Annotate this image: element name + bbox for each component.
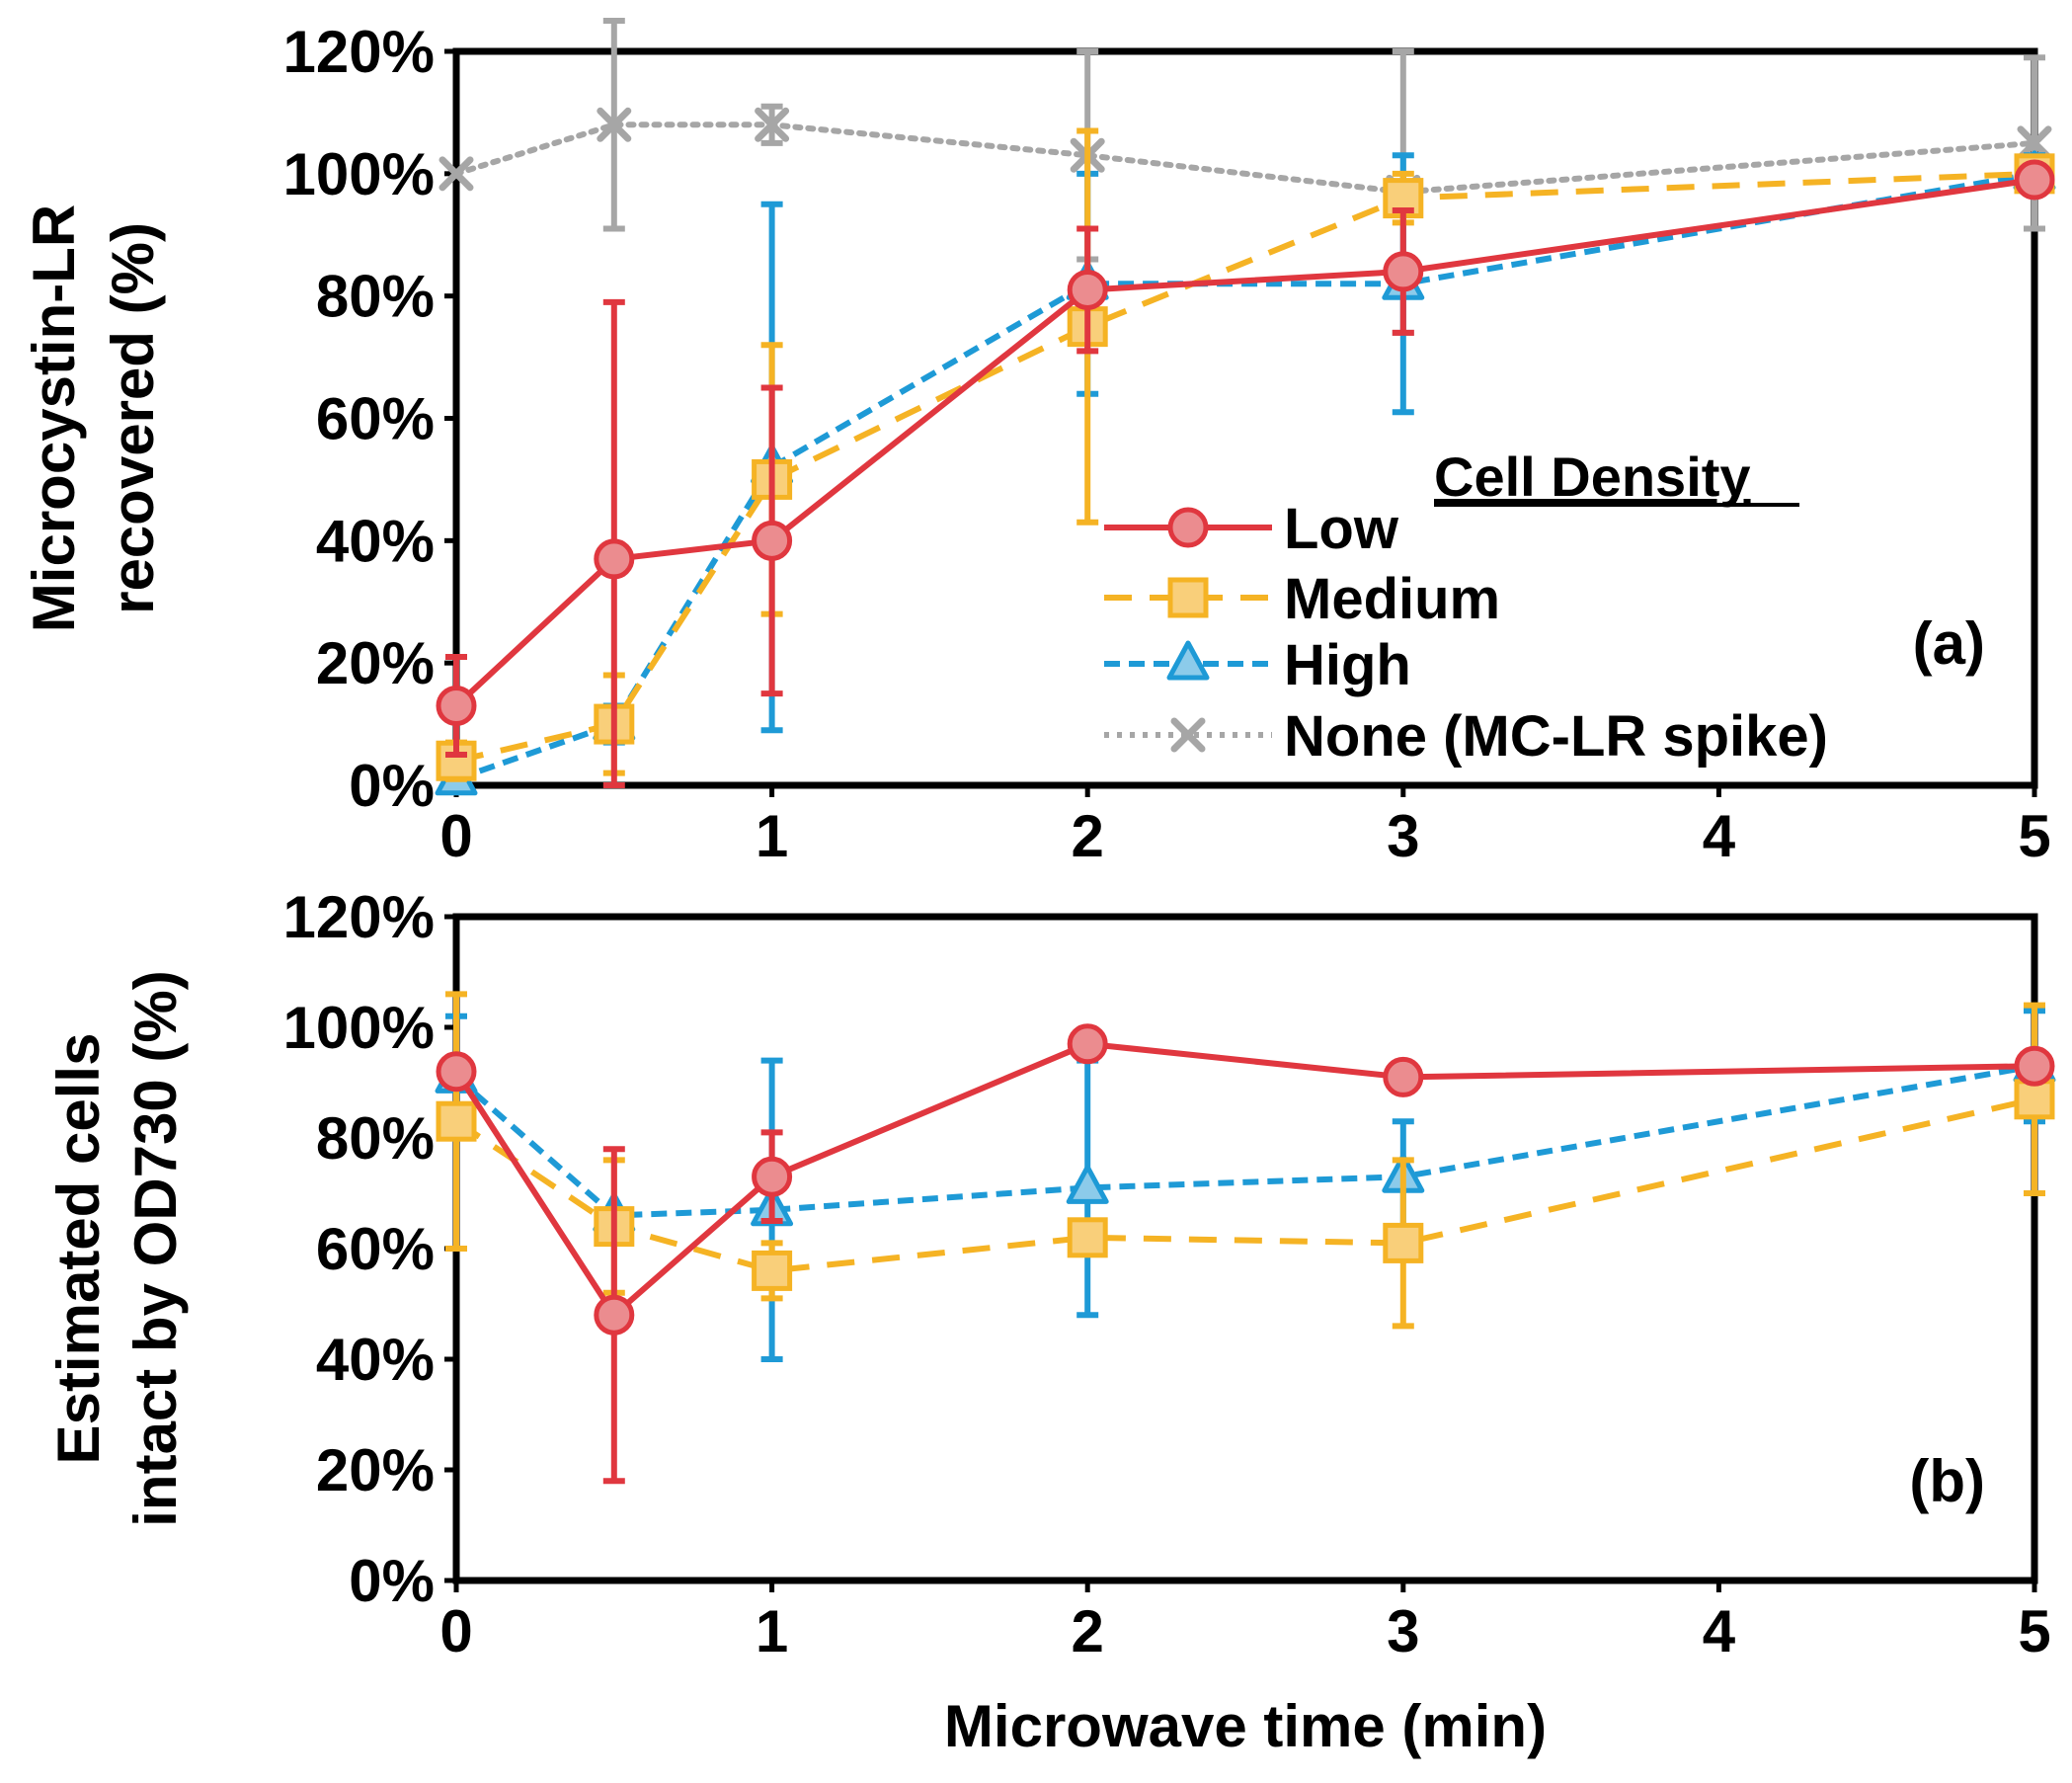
panel-a-x-tick-label: 2 bbox=[1072, 803, 1104, 869]
panel-a-y-axis-label: recovered (%) bbox=[100, 222, 166, 614]
panel-a-x-tick-label: 5 bbox=[2018, 803, 2050, 869]
panel-b-y-tick-label: 80% bbox=[316, 1105, 435, 1172]
panel-b-x-tick-label: 5 bbox=[2018, 1598, 2050, 1664]
panel-a-data-point bbox=[597, 107, 632, 142]
panel-a-data-point bbox=[2017, 125, 2052, 161]
panel-a-x-tick-label: 3 bbox=[1387, 803, 1419, 869]
legend-marker-low bbox=[1167, 507, 1209, 548]
panel-a-y-tick-label: 60% bbox=[316, 386, 435, 452]
panel-b-data-point bbox=[1067, 1023, 1108, 1065]
panel-a-x-tick-label: 0 bbox=[439, 803, 472, 869]
panel-b-x-tick-label: 3 bbox=[1387, 1598, 1419, 1664]
legend-marker-high bbox=[1166, 640, 1210, 681]
panel-a-y-axis-label: Microcystin-LR bbox=[21, 204, 87, 632]
panel-b-y-tick-label: 120% bbox=[283, 884, 435, 950]
panel-b-data-point bbox=[1383, 1222, 1424, 1263]
panel-b-series-line-low bbox=[453, 1040, 2035, 1319]
panel-b-x-axis-label: Microwave time (min) bbox=[944, 1693, 1547, 1759]
panel-b-y-axis-label: intact by OD730 (%) bbox=[122, 970, 189, 1526]
panel-a-data-point bbox=[594, 538, 635, 580]
panel-b-y-tick-label: 20% bbox=[316, 1437, 435, 1503]
legend-title: Cell Density bbox=[1434, 446, 1751, 508]
panel-b-y-axis-label: Estimated cells bbox=[45, 1033, 112, 1465]
panel-b-y-tick-label: 40% bbox=[316, 1327, 435, 1393]
panel-a-series-medium bbox=[436, 127, 2055, 782]
legend-label-none-mc-lr-spike: None (MC-LR spike) bbox=[1284, 704, 1828, 769]
panel-a-series-line-high bbox=[455, 170, 2035, 782]
panel-b-data-point bbox=[594, 1294, 635, 1336]
panel-b-data-point bbox=[436, 1051, 477, 1093]
panel-a-y-tick-label: 0% bbox=[349, 753, 435, 819]
panel-b-data-point bbox=[2014, 1079, 2055, 1120]
panel-b-x-tick-label: 2 bbox=[1072, 1598, 1104, 1664]
panel-b-data-point bbox=[436, 1100, 477, 1142]
legend-marker-medium bbox=[1167, 577, 1209, 618]
legend-marker-none-mc-lr-spike bbox=[1170, 717, 1206, 753]
panel-a-y-tick-label: 80% bbox=[316, 264, 435, 330]
panel-b-data-point bbox=[2014, 1045, 2055, 1087]
panel-b-series-medium bbox=[436, 991, 2055, 1330]
panel-a-data-point bbox=[436, 740, 477, 781]
panel-b-y-tick-label: 100% bbox=[283, 995, 435, 1061]
panel-a-y-tick-label: 20% bbox=[316, 630, 435, 696]
panel-a-y-tick-label: 100% bbox=[283, 141, 435, 207]
panel-b-x-tick-label: 0 bbox=[439, 1598, 472, 1664]
panel-a-data-point bbox=[1067, 269, 1108, 310]
panel-a-series-line-none-mc-lr-spike bbox=[453, 122, 2037, 196]
panel-a-series-high bbox=[435, 150, 2056, 796]
panel-a-data-point bbox=[2014, 159, 2055, 201]
panel-b: 0% 20% 40% 60% 80% 100% 120% 0 1 2 3 4 5 Estimated ce… bbox=[45, 884, 2056, 1759]
panel-b-panel-label: (b) bbox=[1909, 1448, 1985, 1514]
panel-b-x-tick-label: 4 bbox=[1703, 1598, 1736, 1664]
panel-b-data-point bbox=[1066, 1164, 1109, 1204]
panel-b-data-point bbox=[752, 1250, 793, 1291]
panel-a-data-point bbox=[436, 686, 477, 727]
panel-a-data-point bbox=[752, 520, 793, 561]
panel-b-y-tick-label: 60% bbox=[316, 1216, 435, 1282]
legend-label-high: High bbox=[1284, 633, 1411, 697]
panel-b-series-line-high bbox=[454, 1063, 2035, 1219]
panel-b-series-line-medium bbox=[454, 1095, 2035, 1274]
panel-a-x-tick-label: 1 bbox=[756, 803, 788, 869]
panel-a-y-tick-label: 120% bbox=[283, 19, 435, 85]
panel-a-x-tick-label: 4 bbox=[1703, 803, 1736, 869]
legend-label-low: Low bbox=[1284, 497, 1399, 561]
panel-a-series-line-low bbox=[453, 177, 2035, 708]
panel-a-data-point bbox=[755, 107, 790, 142]
panel-a: 0% 20% 40% 60% 80% 100% 120% 0 1 2 3 4 5 Microcystin-… bbox=[21, 18, 2056, 869]
panel-b-series-low bbox=[436, 1023, 2055, 1485]
panel-b-x-tick-label: 1 bbox=[756, 1598, 788, 1664]
panel-b-y-tick-label: 0% bbox=[349, 1548, 435, 1614]
panel-a-data-point bbox=[1383, 251, 1424, 292]
panel-a-y-tick-label: 40% bbox=[316, 508, 435, 574]
legend-label-medium: Medium bbox=[1284, 567, 1500, 631]
panel-b-data-point bbox=[1383, 1056, 1424, 1097]
panel-a-data-point bbox=[438, 156, 474, 192]
panel-a-panel-label: (a) bbox=[1913, 610, 1985, 677]
panel-a-series-line-medium bbox=[455, 170, 2035, 765]
panel-b-data-point bbox=[752, 1156, 793, 1197]
panel-a-series-low bbox=[436, 159, 2055, 788]
panel-b-data-point bbox=[1067, 1217, 1108, 1258]
